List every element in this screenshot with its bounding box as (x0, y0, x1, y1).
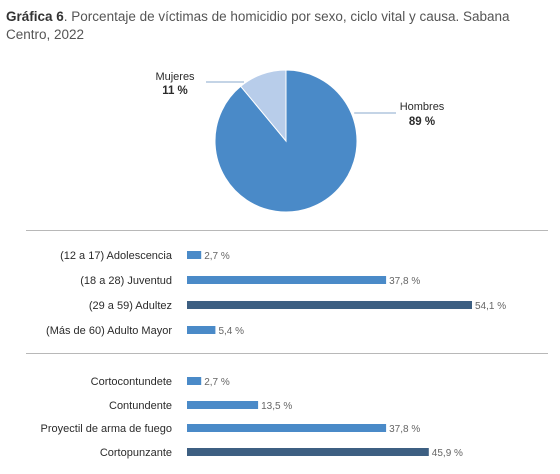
age-group-value-label: 5,4 % (218, 326, 244, 337)
pie-value-hombres: 89 % (409, 116, 435, 128)
divider-middle (26, 353, 548, 354)
age-group-value-label: 2,7 % (204, 251, 230, 262)
pie-label-mujeres: Mujeres (155, 71, 195, 83)
age-group-bar (187, 301, 472, 309)
age-group-category-label: (18 a 28) Juventud (80, 275, 172, 287)
cause-value-label: 45,9 % (432, 448, 463, 459)
age-group-category-label: (Más de 60) Adulto Mayor (46, 325, 172, 337)
cause-category-label: Cortocontundete (91, 376, 172, 388)
age-group-bar (187, 326, 216, 334)
cause-category-label: Contundente (109, 400, 172, 412)
cause-bar (187, 424, 387, 432)
cause-bar (187, 448, 429, 456)
age-group-bar (187, 251, 202, 259)
chart-title-prefix: Gráfica 6 (6, 9, 64, 24)
cause-value-label: 13,5 % (261, 401, 292, 412)
age-group-value-label: 54,1 % (475, 301, 506, 312)
divider-top (26, 230, 548, 231)
chart-title: Gráfica 6. Porcentaje de víctimas de hom… (6, 8, 556, 44)
age-group-bar (187, 276, 387, 284)
cause-value-label: 2,7 % (204, 377, 230, 388)
age-group-value-label: 37,8 % (389, 276, 420, 287)
age-group-category-label: (12 a 17) Adolescencia (60, 250, 173, 262)
cause-bar (187, 377, 202, 385)
pie-value-mujeres: 11 % (162, 85, 188, 97)
pie-slice-mujeres (240, 69, 287, 143)
cause-category-label: Proyectil de arma de fuego (41, 423, 172, 435)
cause-value-label: 37,8 % (389, 424, 420, 435)
age-group-category-label: (29 a 59) Adultez (89, 300, 172, 312)
chart-title-text: . Porcentaje de víctimas de homicidio po… (6, 9, 510, 42)
cause-bar (187, 401, 259, 409)
cause-category-label: Cortopunzante (100, 447, 172, 459)
pie-label-hombres: Hombres (400, 101, 445, 113)
